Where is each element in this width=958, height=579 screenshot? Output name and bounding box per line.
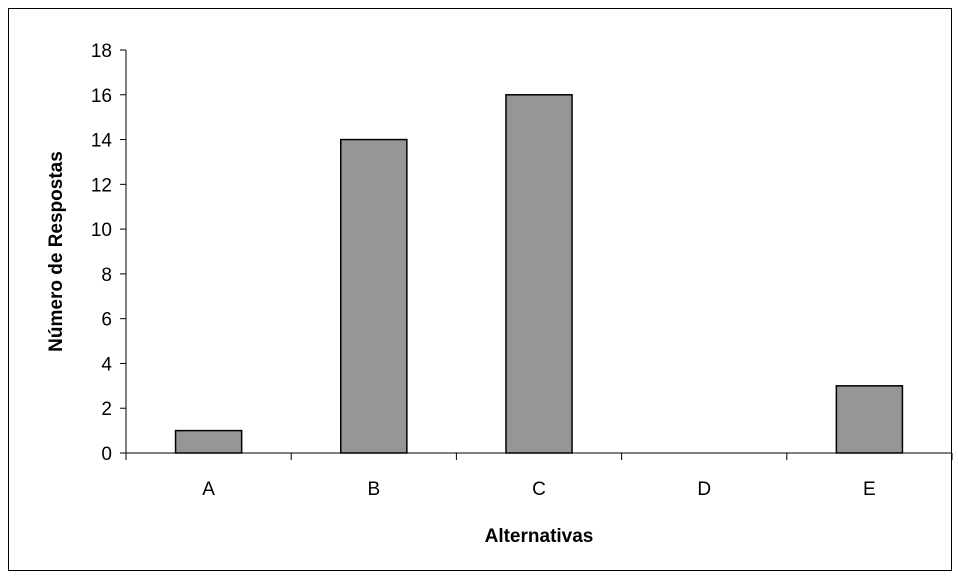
x-tick-label: A — [202, 479, 215, 500]
bar-a — [174, 429, 243, 454]
y-tick-label: 16 — [91, 86, 112, 107]
y-tick-label: 0 — [101, 444, 112, 465]
chart-frame — [8, 8, 952, 571]
y-tick-label: 18 — [91, 41, 112, 62]
y-axis-ticks: 0 2 4 6 8 10 12 14 16 18 — [91, 41, 126, 465]
y-tick-label: 10 — [91, 220, 112, 241]
y-tick-label: 8 — [101, 265, 112, 286]
y-tick-label: 12 — [91, 175, 112, 196]
x-tick-label: D — [697, 479, 711, 500]
x-tick-label: E — [863, 479, 876, 500]
x-axis-ticks: A B C D E — [125, 453, 953, 500]
bar-c — [505, 94, 573, 454]
x-tick-label: C — [532, 479, 546, 500]
y-tick-label: 4 — [101, 354, 112, 375]
y-tick-label: 6 — [101, 310, 112, 331]
bar-b — [340, 138, 408, 454]
bar-e — [835, 385, 904, 454]
y-axis-title: Número de Respostas — [46, 151, 67, 352]
y-tick-label: 14 — [91, 131, 113, 152]
x-axis-title: Alternativas — [485, 526, 594, 547]
x-tick-label: B — [367, 479, 380, 500]
bars — [174, 94, 904, 454]
y-tick-label: 2 — [101, 399, 112, 420]
